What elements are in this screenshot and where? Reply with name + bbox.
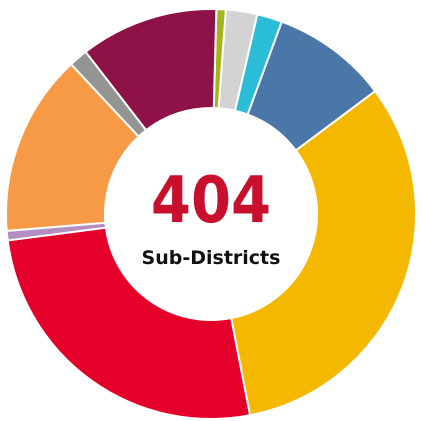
center-value: 404 — [151, 164, 271, 238]
donut-segment — [230, 89, 417, 417]
donut-segment — [6, 226, 252, 420]
center-label: Sub-Districts — [142, 247, 281, 269]
donut-segment — [84, 8, 218, 132]
